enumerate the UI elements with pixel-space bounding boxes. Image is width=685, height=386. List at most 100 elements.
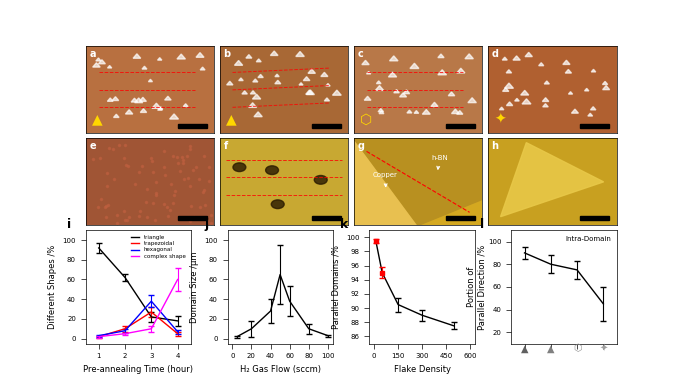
- Polygon shape: [602, 81, 608, 85]
- Polygon shape: [407, 110, 412, 113]
- Polygon shape: [501, 143, 603, 217]
- Polygon shape: [139, 97, 147, 102]
- Polygon shape: [275, 74, 279, 77]
- Polygon shape: [254, 112, 262, 117]
- Polygon shape: [499, 107, 504, 110]
- Polygon shape: [378, 108, 384, 112]
- Text: c: c: [358, 49, 363, 59]
- Polygon shape: [504, 83, 514, 88]
- Text: e: e: [90, 141, 96, 151]
- Text: ✦: ✦: [494, 112, 506, 127]
- Polygon shape: [238, 78, 243, 81]
- Polygon shape: [158, 58, 162, 60]
- Bar: [580, 124, 609, 128]
- Polygon shape: [253, 79, 258, 82]
- Polygon shape: [563, 60, 570, 64]
- Polygon shape: [388, 72, 397, 77]
- Polygon shape: [246, 55, 252, 58]
- Polygon shape: [321, 72, 328, 76]
- Text: l: l: [479, 218, 484, 231]
- Bar: [178, 124, 207, 128]
- Polygon shape: [376, 81, 381, 84]
- Polygon shape: [569, 91, 573, 94]
- Polygon shape: [227, 81, 233, 85]
- Polygon shape: [465, 54, 473, 59]
- Polygon shape: [142, 66, 147, 69]
- Polygon shape: [506, 102, 513, 105]
- Polygon shape: [149, 79, 153, 82]
- Polygon shape: [92, 63, 100, 67]
- Polygon shape: [588, 113, 593, 116]
- Polygon shape: [513, 56, 520, 60]
- Polygon shape: [565, 69, 571, 73]
- Polygon shape: [590, 107, 596, 110]
- Polygon shape: [275, 80, 281, 84]
- Polygon shape: [584, 88, 589, 91]
- Polygon shape: [468, 98, 476, 103]
- Polygon shape: [571, 109, 578, 113]
- Polygon shape: [135, 98, 142, 103]
- Bar: [312, 216, 340, 220]
- Polygon shape: [125, 110, 133, 114]
- X-axis label: H₂ Gas Flow (sccm): H₂ Gas Flow (sccm): [240, 365, 321, 374]
- Polygon shape: [431, 102, 438, 107]
- X-axis label: Flake Density: Flake Density: [393, 365, 451, 374]
- Polygon shape: [170, 114, 179, 119]
- Y-axis label: Domain Size /μm: Domain Size /μm: [190, 251, 199, 323]
- Circle shape: [266, 166, 279, 174]
- Polygon shape: [306, 90, 313, 94]
- Polygon shape: [353, 138, 418, 225]
- Polygon shape: [196, 52, 204, 57]
- Polygon shape: [250, 91, 256, 94]
- Polygon shape: [399, 93, 407, 97]
- Polygon shape: [379, 111, 384, 113]
- Polygon shape: [299, 83, 303, 85]
- Polygon shape: [114, 114, 119, 117]
- Polygon shape: [414, 110, 419, 113]
- Circle shape: [314, 176, 327, 184]
- Text: g: g: [358, 141, 364, 151]
- Polygon shape: [253, 94, 261, 99]
- Polygon shape: [158, 107, 162, 110]
- X-axis label: Pre-annealing Time (hour): Pre-annealing Time (hour): [83, 365, 193, 374]
- Text: ⬡: ⬡: [360, 112, 372, 127]
- Bar: [178, 216, 207, 220]
- Polygon shape: [200, 67, 205, 70]
- Polygon shape: [99, 60, 105, 64]
- Polygon shape: [438, 70, 447, 75]
- Text: j: j: [204, 218, 208, 231]
- Polygon shape: [332, 90, 341, 95]
- Polygon shape: [353, 138, 482, 225]
- Y-axis label: Portion of
Parallel Direction /%: Portion of Parallel Direction /%: [467, 244, 487, 330]
- Text: i: i: [66, 218, 71, 231]
- Y-axis label: Parallel Domains /%: Parallel Domains /%: [332, 245, 340, 329]
- Polygon shape: [525, 52, 532, 57]
- Polygon shape: [362, 60, 369, 64]
- Text: a: a: [90, 49, 96, 59]
- Polygon shape: [451, 109, 459, 113]
- Polygon shape: [521, 90, 529, 95]
- Circle shape: [233, 163, 246, 171]
- Polygon shape: [296, 51, 304, 56]
- Polygon shape: [112, 97, 119, 100]
- Polygon shape: [326, 83, 330, 86]
- Text: ▲: ▲: [226, 112, 237, 127]
- Polygon shape: [303, 77, 310, 81]
- Polygon shape: [506, 70, 512, 73]
- Text: k: k: [340, 218, 348, 231]
- Polygon shape: [258, 74, 263, 78]
- Bar: [580, 216, 609, 220]
- Polygon shape: [457, 68, 465, 73]
- Bar: [447, 124, 475, 128]
- Polygon shape: [410, 63, 419, 68]
- Polygon shape: [96, 58, 101, 61]
- Text: Copper: Copper: [373, 173, 398, 186]
- Polygon shape: [184, 104, 188, 107]
- Text: ⬡: ⬡: [573, 344, 582, 354]
- Text: f: f: [223, 141, 227, 151]
- Polygon shape: [544, 81, 549, 84]
- Polygon shape: [108, 66, 112, 68]
- Polygon shape: [543, 98, 549, 102]
- Polygon shape: [256, 59, 261, 62]
- Polygon shape: [390, 56, 398, 61]
